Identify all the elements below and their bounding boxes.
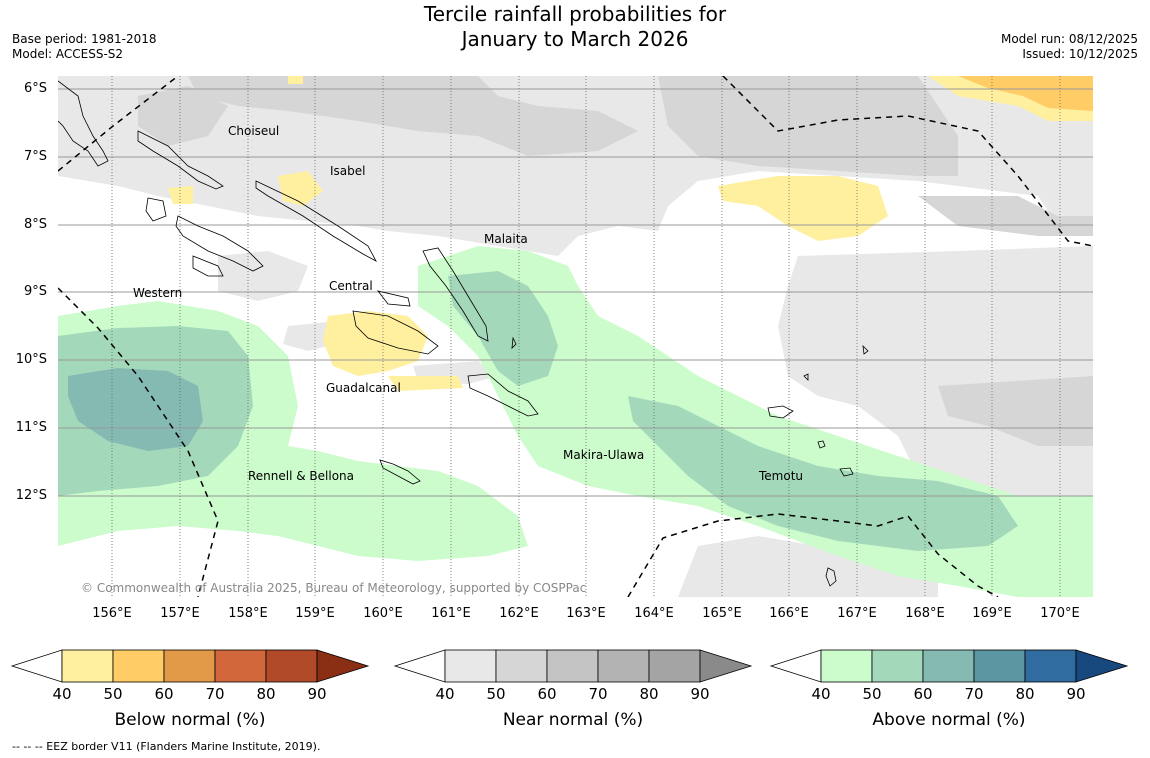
- lat-label: 9°S: [23, 284, 47, 299]
- colorbar-below: [10, 649, 370, 683]
- cb-tick: 80: [1015, 685, 1034, 703]
- lat-gridlines: [58, 88, 1093, 497]
- eez-borders: [58, 76, 1093, 597]
- lat-label: 10°S: [15, 352, 47, 367]
- colorbar-near-title: Near normal (%): [503, 710, 643, 730]
- model-name: Model: ACCESS-S2: [12, 47, 124, 61]
- cb-tick: 40: [52, 685, 71, 703]
- cb-tick: 90: [1066, 685, 1085, 703]
- cb-tick: 60: [913, 685, 932, 703]
- cb-tick: 80: [639, 685, 658, 703]
- lon-label: 169°E: [972, 606, 1012, 621]
- lat-label: 7°S: [23, 149, 47, 164]
- lon-label: 157°E: [160, 606, 200, 621]
- lon-label: 158°E: [228, 606, 268, 621]
- lat-label: 6°S: [23, 81, 47, 96]
- map-title: Tercile rainfall probabilities for Janua…: [0, 2, 1150, 52]
- cb-tick: 40: [435, 685, 454, 703]
- cb-tick: 70: [205, 685, 224, 703]
- cb-tick: 50: [862, 685, 881, 703]
- probability-map[interactable]: © Commonwealth of Australia 2025, Bureau…: [58, 76, 1093, 597]
- place-label-guadalcanal: Guadalcanal: [326, 381, 401, 395]
- base-period: Base period: 1981-2018: [12, 32, 157, 46]
- colorbar-above-ticks: 40 50 60 70 80 90: [811, 685, 1085, 703]
- place-label-central: Central: [329, 279, 373, 293]
- colorbar-near-ticks: 40 50 60 70 80 90: [435, 685, 709, 703]
- lat-label: 8°S: [23, 217, 47, 232]
- cb-tick: 60: [154, 685, 173, 703]
- colorbars: 40 50 60 70 80 90 Below normal (%) 40 50…: [10, 649, 1129, 730]
- lon-label: 160°E: [363, 606, 403, 621]
- header-right: Model run: 08/12/2025 Issued: 10/12/2025: [1001, 32, 1138, 62]
- lon-label: 167°E: [837, 606, 877, 621]
- lon-label: 168°E: [905, 606, 945, 621]
- islands: [58, 80, 869, 587]
- below-normal-50-zones: [958, 76, 1093, 111]
- colorbar-below-title: Below normal (%): [115, 710, 266, 730]
- cb-tick: 70: [964, 685, 983, 703]
- cb-tick: 50: [103, 685, 122, 703]
- lat-label: 12°S: [15, 488, 47, 503]
- cb-tick: 40: [811, 685, 830, 703]
- lon-label: 170°E: [1040, 606, 1080, 621]
- issued-date: Issued: 10/12/2025: [1022, 47, 1138, 61]
- cb-tick: 60: [537, 685, 556, 703]
- cb-tick: 90: [690, 685, 709, 703]
- above-normal-60-zones: [68, 368, 203, 451]
- copyright-notice: © Commonwealth of Australia 2025, Bureau…: [81, 581, 586, 595]
- place-label-isabel: Isabel: [330, 164, 365, 178]
- colorbar-above: [769, 649, 1129, 683]
- model-run: Model run: 08/12/2025: [1000, 32, 1138, 46]
- colorbar-near: [393, 649, 753, 683]
- cb-tick: 90: [307, 685, 326, 703]
- lon-label: 161°E: [431, 606, 471, 621]
- title-line-2: January to March 2026: [461, 27, 689, 51]
- lon-label: 165°E: [702, 606, 742, 621]
- place-label-malaita: Malaita: [484, 232, 528, 246]
- header-left: Base period: 1981-2018 Model: ACCESS-S2: [12, 32, 157, 62]
- place-label-makira-ulawa: Makira-Ulawa: [563, 448, 644, 462]
- cb-tick: 70: [588, 685, 607, 703]
- place-label-temotu: Temotu: [758, 469, 803, 483]
- colorbar-above-title: Above normal (%): [872, 710, 1025, 730]
- cb-tick: 50: [486, 685, 505, 703]
- lon-label: 164°E: [634, 606, 674, 621]
- lon-label: 166°E: [769, 606, 809, 621]
- place-label-choiseul: Choiseul: [228, 124, 279, 138]
- place-labels: Choiseul Isabel Malaita Western Central …: [133, 124, 803, 483]
- cb-tick: 80: [256, 685, 275, 703]
- colorbar-below-ticks: 40 50 60 70 80 90: [52, 685, 326, 703]
- lon-label: 159°E: [295, 606, 335, 621]
- place-label-western: Western: [133, 286, 182, 300]
- lon-label: 163°E: [566, 606, 606, 621]
- title-line-1: Tercile rainfall probabilities for: [423, 2, 727, 26]
- lon-label: 156°E: [92, 606, 132, 621]
- eez-legend-note: -- -- -- EEZ border V11 (Flanders Marine…: [12, 740, 321, 753]
- lat-label: 11°S: [15, 420, 47, 435]
- place-label-rennell: Rennell & Bellona: [248, 469, 354, 483]
- lon-label: 162°E: [499, 606, 539, 621]
